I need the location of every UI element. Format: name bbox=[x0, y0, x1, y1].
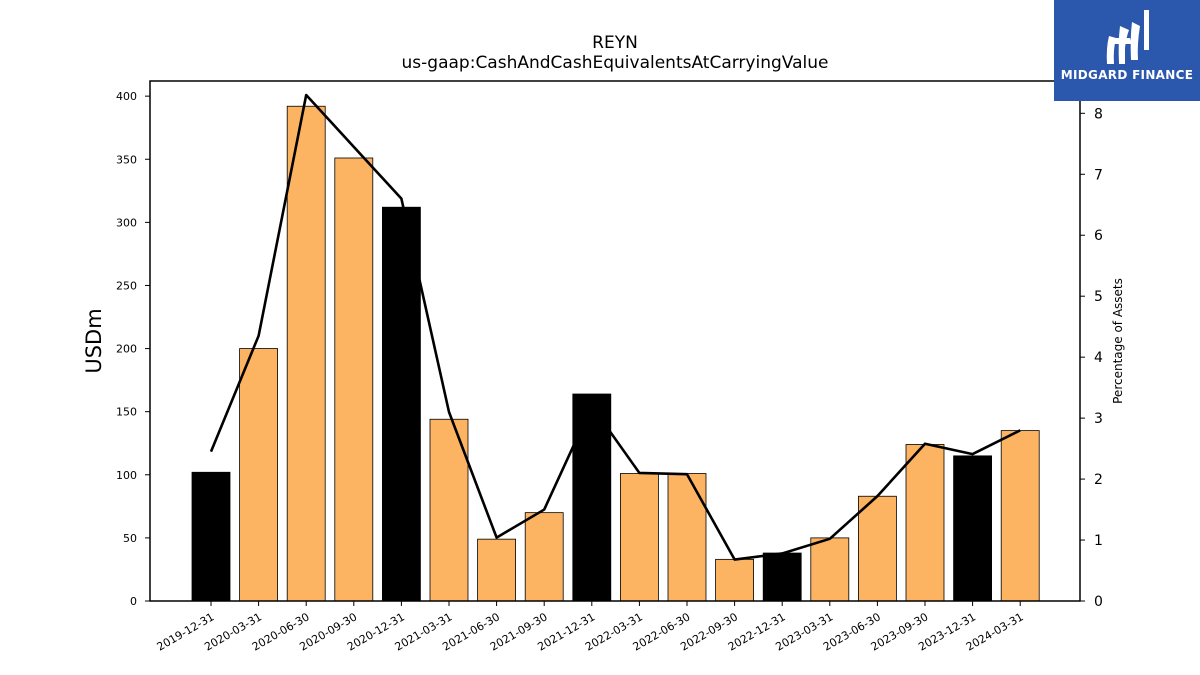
y2-tick-label: 6 bbox=[1094, 228, 1103, 244]
y2-tick-label: 3 bbox=[1094, 411, 1103, 427]
y2-tick-label: 1 bbox=[1094, 533, 1103, 549]
bar-2022-09-30 bbox=[715, 558, 754, 602]
bar-2024-03-31 bbox=[1000, 430, 1040, 602]
y-tick-label: 200 bbox=[116, 343, 137, 356]
brand-logo: MIDGARD FINANCE bbox=[1054, 0, 1200, 101]
bar-2019-12-31 bbox=[191, 471, 231, 602]
y-tick-label: 100 bbox=[116, 469, 137, 482]
bars-layer bbox=[191, 105, 1040, 602]
bar-2020-03-31 bbox=[239, 348, 279, 602]
y2-tick-label: 4 bbox=[1094, 350, 1103, 366]
line-layer bbox=[209, 93, 1021, 561]
bar-2023-03-31 bbox=[810, 537, 850, 602]
bar-2023-06-30 bbox=[858, 495, 897, 602]
y-tick-label: 0 bbox=[130, 595, 137, 608]
y2-tick-label: 8 bbox=[1094, 106, 1103, 122]
y2-tick-label: 5 bbox=[1094, 289, 1103, 305]
y-tick-label: 150 bbox=[116, 406, 137, 419]
y-tick-label: 400 bbox=[116, 90, 137, 103]
bar-2021-06-30 bbox=[477, 538, 517, 602]
y2-axis-label: Percentage of Assets bbox=[1111, 278, 1125, 404]
y-tick-label: 50 bbox=[123, 532, 137, 545]
bar-2020-06-30 bbox=[286, 105, 326, 602]
y-tick-label: 350 bbox=[116, 153, 137, 166]
midgard-logo-icon bbox=[1106, 10, 1149, 64]
x-axis: 2019-12-312020-03-312020-06-302020-09-30… bbox=[155, 601, 1026, 654]
brand-name: MIDGARD FINANCE bbox=[1060, 68, 1194, 82]
percentage-line bbox=[209, 93, 1021, 561]
bar-2022-06-30 bbox=[667, 473, 707, 602]
y2-tick-label: 0 bbox=[1094, 594, 1103, 610]
bar-2022-12-31 bbox=[762, 552, 802, 602]
y2-tick-label: 2 bbox=[1094, 472, 1103, 488]
bar-2023-09-30 bbox=[905, 444, 945, 602]
bar-2023-12-31 bbox=[953, 455, 992, 602]
y2-axis: 0 1 2 3 4 5 6 7 8 bbox=[1080, 106, 1103, 610]
y-axis-label: USDm bbox=[82, 308, 106, 373]
bar-2021-09-30 bbox=[524, 512, 564, 602]
plot-frame bbox=[149, 80, 1081, 602]
y-tick-label: 250 bbox=[116, 279, 137, 292]
bar-2021-12-31 bbox=[572, 393, 612, 602]
y2-tick-label: 7 bbox=[1094, 167, 1103, 183]
bar-2022-03-31 bbox=[620, 473, 659, 602]
chart-title: REYN bbox=[592, 33, 638, 53]
y-tick-label: 300 bbox=[116, 216, 137, 229]
bar-2021-03-31 bbox=[429, 418, 469, 602]
bar-2020-12-31 bbox=[381, 206, 421, 602]
chart-subtitle: us-gaap:CashAndCashEquivalentsAtCarrying… bbox=[402, 53, 829, 73]
y-axis: 0 50 100 150 200 250 300 350 400 bbox=[116, 90, 150, 608]
bar-2020-09-30 bbox=[334, 157, 374, 602]
